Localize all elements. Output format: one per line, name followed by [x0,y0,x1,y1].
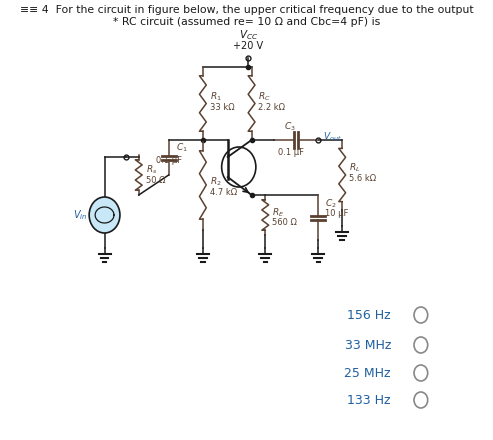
Text: 0.1 µF: 0.1 µF [156,155,181,165]
Text: $R_L$: $R_L$ [349,162,360,174]
Text: $R_2$: $R_2$ [210,176,221,188]
Text: 0.1 µF: 0.1 µF [278,147,304,157]
Text: 50 Ω: 50 Ω [145,176,165,184]
Text: 133 Hz: 133 Hz [348,393,391,407]
Text: $R_E$: $R_E$ [272,207,284,219]
Text: $V_{in}$: $V_{in}$ [73,208,87,222]
Text: $V_{out}$: $V_{out}$ [323,131,342,143]
Text: $R_C$: $R_C$ [258,91,271,103]
Circle shape [414,365,428,381]
Circle shape [414,337,428,353]
Text: 33 kΩ: 33 kΩ [210,103,234,111]
Text: $C_1$: $C_1$ [176,142,187,154]
Text: $V_{CC}$: $V_{CC}$ [239,28,258,42]
Circle shape [414,392,428,408]
Text: 10 µF: 10 µF [325,209,349,217]
Text: ≡≡ 4  For the circuit in figure below, the upper critical frequency due to the o: ≡≡ 4 For the circuit in figure below, th… [20,5,473,15]
Text: 2.2 kΩ: 2.2 kΩ [258,103,285,111]
Text: 5.6 kΩ: 5.6 kΩ [349,173,376,183]
Text: +20 V: +20 V [233,41,263,51]
Text: $R_1$: $R_1$ [210,91,221,103]
Text: 156 Hz: 156 Hz [347,308,391,322]
Text: $R_s$: $R_s$ [145,164,157,176]
Text: 25 MHz: 25 MHz [345,367,391,379]
Text: $C_2$: $C_2$ [325,198,337,210]
Text: 560 Ω: 560 Ω [272,217,297,227]
Text: * RC circuit (assumed re= 10 Ω and Cbc=4 pF) is: * RC circuit (assumed re= 10 Ω and Cbc=4… [113,17,380,27]
Text: 33 MHz: 33 MHz [345,338,391,352]
Text: 4.7 kΩ: 4.7 kΩ [210,187,237,197]
Text: $C_3$: $C_3$ [284,121,296,133]
Circle shape [414,307,428,323]
Circle shape [89,197,120,233]
